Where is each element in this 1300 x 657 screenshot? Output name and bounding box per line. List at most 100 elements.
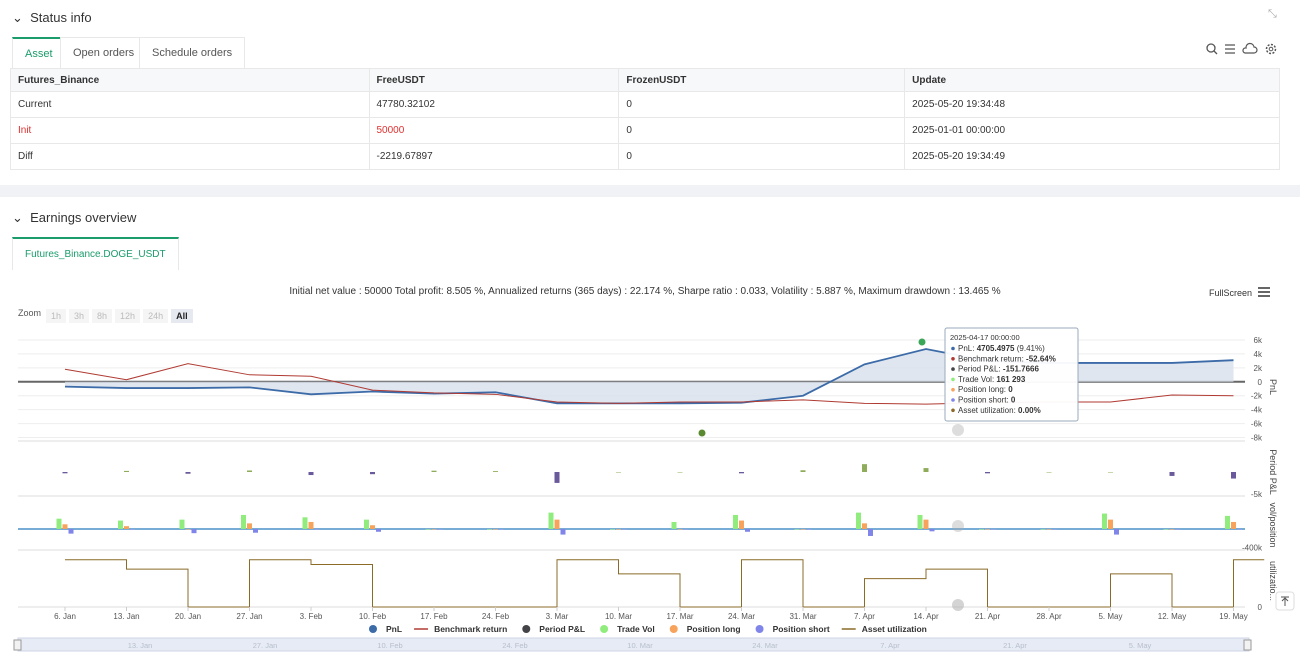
bar [364,519,369,529]
navigator-handle[interactable] [1243,639,1252,651]
bar [560,528,566,535]
bar [806,528,812,530]
y-tick-label: 0 [1258,603,1263,612]
legend-item[interactable]: Position short [755,624,830,634]
tooltip-value: -52.64% [1026,354,1056,363]
x-tick-label: 24. Mar [728,612,755,621]
tooltip-item: PnL: 4705.4975 (9.41%) [958,344,1045,353]
bar [862,464,867,472]
navigator-label: 10. Feb [377,641,402,650]
bar [253,528,258,533]
bar [487,528,492,530]
collapse-icon[interactable]: ⤡ [1268,8,1277,20]
x-tick-label: 12. May [1158,612,1186,621]
bar [923,468,929,472]
tab[interactable]: Futures_Binance.DOGE_USDT [12,237,179,270]
y-tick-label: 2k [1254,364,1263,373]
bar [610,528,615,530]
tooltip-bullet [951,408,955,413]
legend-item[interactable]: PnL [369,624,402,634]
tooltip-bullet [951,387,955,392]
bar [733,514,738,529]
bar [431,528,437,530]
bar [308,472,314,476]
hover-point [698,429,706,437]
y-tick-label: 4k [1254,350,1263,359]
legend-label: Asset utilization [862,624,927,634]
bar [800,470,806,472]
bar [683,528,689,530]
header-cell: FrozenUSDT [618,68,906,92]
navigator-handle[interactable] [13,639,22,651]
toolbar-icons[interactable] [1205,42,1280,56]
tooltip-item: Asset utilization: 0.00% [958,406,1041,415]
bar [1163,528,1169,530]
header-cell: Update [904,68,1280,92]
zoom-button[interactable]: 24h [143,309,169,323]
zoom-button[interactable]: 8h [92,309,113,323]
tab[interactable]: Open orders [60,37,148,69]
legend-label: PnL [386,624,402,634]
zoom-button[interactable]: 1h [46,309,67,323]
tooltip-value: -151.7666 [1003,365,1040,374]
bar [179,519,185,529]
legend-item[interactable]: Position long [669,624,741,634]
status-card: ⌄ Status info ⤡ Asset Open orders Schedu… [0,0,1300,185]
tooltip-item: Position short: 0 [958,396,1016,405]
zoom-button[interactable]: 3h [69,309,90,323]
summary: Initial net value : 50000 Total profit: … [289,286,1001,297]
navigator-label: 10. Mar [627,641,653,650]
bar [548,512,554,529]
zoom-button[interactable]: All [171,309,193,323]
legend-item[interactable]: Period P&L [522,624,585,634]
bar [677,528,683,530]
x-tick-label: 17. Feb [420,612,448,621]
bar [376,528,381,532]
x-tick-label: 5. May [1098,612,1122,621]
bar [118,520,123,529]
earnings-title: Earnings overview [30,210,137,225]
bar [985,472,990,474]
table-row: Diff -2219.67897 0 2025-05-20 19:34:49 [10,143,1280,170]
bar [739,520,744,529]
bar [985,528,990,530]
tab[interactable]: Asset [12,37,66,70]
scroll-top-button[interactable] [1275,591,1295,611]
earnings-header[interactable]: ⌄ Earnings overview [12,210,137,225]
tooltip: 2025-04-17 00:00:00 PnL: 4705.4975 (9.41%… [944,327,1079,422]
bar [1169,528,1175,530]
bar [130,528,135,530]
zoom-buttons: 1h 3h 8h 12h 24h All [46,306,196,324]
header-row: Futures_Binance FreeUSDT FrozenUSDT Update [10,68,1280,92]
navigator-label: 27. Jan [253,641,278,650]
bar [1175,528,1181,530]
zoom-button[interactable]: 12h [115,309,141,323]
legend-label: Period P&L [539,624,585,634]
x-tick-label: 10. Mar [605,612,632,621]
bar [1114,528,1119,535]
tooltip-value: 0.00% [1018,406,1041,415]
bar [308,521,314,529]
y-tick-label: -2k [1251,392,1263,401]
bar [247,523,252,529]
tab[interactable]: Schedule orders [139,37,246,69]
navigator-label: 5. May [1129,641,1152,650]
tooltip-item: Position long: 0 [958,385,1013,394]
y-tick-label: 0 [1258,378,1263,387]
legend-item[interactable]: Benchmark return [414,624,507,634]
status-header[interactable]: ⌄ Status info [12,10,92,25]
legend-item[interactable]: Trade Vol [600,624,655,634]
bar [671,521,677,529]
x-tick-label: 3. Feb [300,612,323,621]
tooltip-item: Trade Vol: 161 293 [958,375,1026,384]
legend-item[interactable]: Asset utilization [841,624,927,634]
navigator-label: 13. Jan [128,641,153,650]
bar [191,528,197,534]
x-tick-label: 13. Jan [113,612,139,621]
menu-icon[interactable] [1258,287,1270,297]
legend-marker [669,625,678,633]
fullscreen-button[interactable]: FullScreen [1209,288,1253,298]
pane-title: Period P&L [1268,449,1278,495]
bar [1102,513,1107,529]
zoom-label: Zoom [18,308,42,318]
